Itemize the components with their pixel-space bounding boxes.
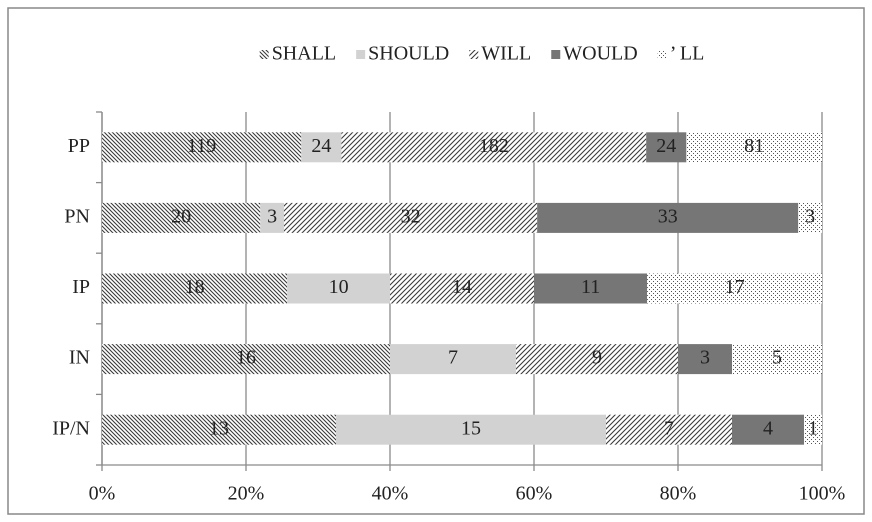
legend-swatch (657, 50, 667, 59)
data-label: 3 (700, 347, 710, 369)
data-label: 11 (581, 276, 600, 298)
bar-segment (287, 273, 390, 304)
bar-segment (686, 132, 822, 163)
data-label: 32 (401, 205, 421, 227)
legend-item: WOULD (551, 43, 638, 65)
bar-segment (678, 344, 732, 375)
data-label: 15 (461, 417, 481, 439)
legend-label: ’ LL (670, 43, 705, 65)
legend-swatch (551, 50, 561, 59)
data-label: 14 (452, 276, 472, 298)
x-tick-label: 100% (799, 483, 846, 505)
y-tick-label: PP (68, 135, 90, 157)
legend-swatch (469, 50, 479, 59)
bar-segment (301, 132, 342, 163)
bar-segment (516, 344, 678, 375)
bar-segment (732, 414, 804, 445)
bar-segment (341, 132, 647, 163)
legend-label: SHOULD (368, 43, 449, 65)
bar-segment (390, 344, 516, 375)
bar-segment (102, 132, 302, 163)
data-label: 24 (311, 135, 331, 157)
bar-segment (537, 202, 799, 233)
bar-segment (102, 202, 261, 233)
x-tick-label: 40% (372, 483, 409, 505)
y-tick-label: IN (69, 347, 90, 369)
data-label: 16 (236, 347, 256, 369)
bar-segment (798, 202, 822, 233)
data-label: 33 (658, 205, 678, 227)
bar-segment (390, 273, 534, 304)
data-label: 3 (267, 205, 277, 227)
data-label: 7 (664, 417, 674, 439)
data-label: 3 (805, 205, 815, 227)
y-tick-label: IP (72, 276, 90, 298)
bar-segment (102, 344, 390, 375)
bar-segment (102, 273, 288, 304)
data-label: 182 (479, 135, 509, 157)
data-label: 13 (209, 417, 229, 439)
bar-segment (102, 414, 336, 445)
bar-segment (647, 273, 822, 304)
data-label: 81 (744, 135, 764, 157)
data-label: 5 (772, 347, 782, 369)
legend-swatch (259, 50, 269, 59)
bar-segment (534, 273, 648, 304)
data-label: 4 (763, 417, 773, 439)
bar-segment (336, 414, 606, 445)
y-tick-label: IP/N (52, 417, 90, 439)
legend-label: SHALL (272, 43, 336, 65)
bar-segment (732, 344, 822, 375)
data-label: 20 (171, 205, 191, 227)
legend-label: WOULD (563, 43, 637, 65)
x-tick-label: 0% (89, 483, 116, 505)
bar-segment (646, 132, 687, 163)
legend-swatch (356, 50, 366, 59)
data-label: 119 (187, 135, 216, 157)
data-label: 10 (329, 276, 349, 298)
bar-segment (804, 414, 822, 445)
data-label: 18 (185, 276, 205, 298)
x-tick-label: 60% (516, 483, 553, 505)
legend-item: SHOULD (356, 43, 449, 65)
data-label: 24 (656, 135, 676, 157)
legend-item: WILL (469, 43, 531, 65)
data-label: 17 (725, 276, 745, 298)
legend-item: SHALL (259, 43, 336, 65)
legend-item: ’ LL (657, 43, 705, 65)
bar-segment (606, 414, 732, 445)
bar-segment (260, 202, 284, 233)
x-tick-label: 20% (228, 483, 265, 505)
y-tick-label: PN (64, 205, 90, 227)
data-label: 7 (448, 347, 458, 369)
x-tick-label: 80% (660, 483, 697, 505)
legend-label: WILL (481, 43, 531, 65)
data-label: 1 (808, 417, 818, 439)
bar-segment (283, 202, 538, 233)
data-label: 9 (592, 347, 602, 369)
